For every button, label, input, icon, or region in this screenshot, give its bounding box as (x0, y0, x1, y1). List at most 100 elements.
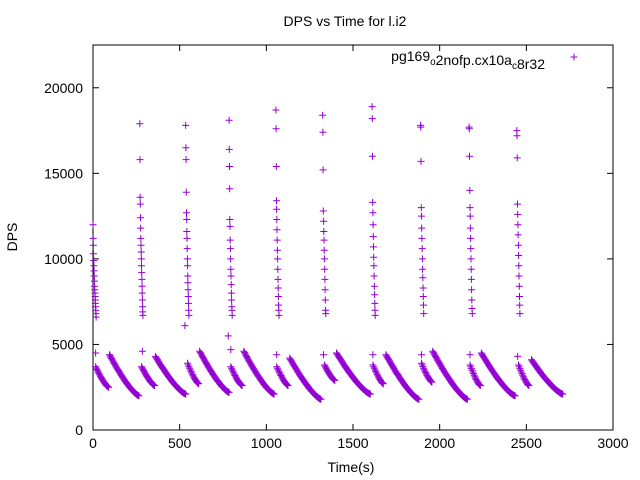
y-tick-label: 5000 (52, 336, 83, 352)
data-point (418, 255, 426, 263)
data-point (418, 361, 426, 369)
data-point (184, 293, 192, 300)
data-point (515, 262, 523, 270)
data-point (92, 313, 100, 321)
y-tick-label: 15000 (44, 165, 83, 181)
data-point (284, 382, 292, 389)
data-point (418, 224, 426, 232)
data-point (136, 200, 144, 208)
data-point (272, 106, 280, 114)
data-point (370, 282, 378, 290)
data-point (136, 156, 144, 164)
data-point (476, 382, 484, 389)
data-point (319, 111, 327, 119)
data-point (138, 275, 146, 283)
data-point (467, 275, 475, 283)
data-point (369, 152, 376, 160)
data-point (417, 204, 425, 212)
data-point (273, 226, 281, 234)
data-point (419, 363, 427, 371)
data-point (273, 364, 281, 372)
data-point (319, 128, 327, 136)
data-point (186, 366, 194, 374)
legend: pg169o2nofp.cx10ac8r32 (391, 48, 578, 72)
data-point (515, 282, 523, 290)
data-point (467, 365, 475, 373)
data-point (466, 224, 474, 232)
data-point (317, 395, 325, 403)
x-tick-label: 1000 (251, 435, 282, 451)
data-point (139, 311, 147, 319)
data-point (137, 248, 145, 256)
y-axis-label: DPS (4, 223, 20, 252)
data-point (468, 286, 476, 294)
data-point (138, 282, 146, 290)
x-tick-label: 2000 (424, 435, 455, 451)
data-point (136, 120, 144, 128)
data-point (183, 228, 191, 235)
data-point (329, 375, 337, 383)
data-point (195, 380, 203, 388)
data-point (183, 255, 191, 263)
data-point (272, 125, 280, 133)
outlier-point (514, 352, 522, 360)
data-point (226, 236, 234, 244)
data-point (319, 166, 327, 174)
data-point (137, 241, 145, 249)
data-point (184, 272, 192, 280)
data-point (320, 228, 328, 235)
data-point (320, 236, 328, 244)
data-point (319, 207, 327, 215)
x-tick-label: 0 (89, 435, 97, 451)
data-point (467, 255, 475, 263)
x-axis: 0 500 1000 1500 2000 2500 3000 (89, 45, 629, 451)
data-point (463, 395, 471, 403)
data-point (182, 156, 190, 164)
data-point (137, 234, 145, 242)
outlier-point (369, 351, 377, 359)
data-point (270, 390, 278, 398)
data-point (138, 269, 146, 277)
data-point (417, 157, 425, 165)
data-point (427, 377, 434, 385)
data-point (184, 279, 192, 287)
data-point (420, 366, 428, 374)
data-point (136, 193, 144, 201)
data-point (274, 284, 282, 292)
data-point (366, 390, 374, 398)
data-point (514, 200, 521, 208)
data-point (274, 275, 282, 283)
data-point (193, 379, 201, 387)
data-point (321, 275, 329, 283)
data-point (369, 209, 377, 217)
data-point (320, 246, 328, 254)
data-point (229, 367, 237, 375)
outlier-point (273, 351, 281, 359)
outlier-point (227, 346, 235, 354)
data-point (466, 212, 474, 220)
data-point (275, 367, 283, 375)
data-point (468, 310, 476, 318)
data-point (227, 272, 235, 280)
legend-marker (570, 53, 578, 61)
data-point (469, 368, 477, 376)
data-point (183, 209, 190, 217)
data-point (419, 284, 427, 292)
data-point (417, 123, 425, 131)
data-point (183, 234, 191, 242)
data-point (226, 163, 233, 170)
data-point (227, 363, 235, 371)
data-point (559, 390, 567, 398)
data-point (516, 301, 524, 309)
data-point (187, 367, 195, 375)
data-point (371, 299, 379, 307)
data-point (467, 234, 475, 242)
y-tick-label: 0 (75, 422, 83, 438)
data-point (283, 380, 291, 388)
data-point (272, 163, 280, 170)
data-point (370, 364, 378, 372)
data-point (515, 252, 523, 259)
data-point (227, 255, 235, 263)
data-point (274, 293, 282, 300)
